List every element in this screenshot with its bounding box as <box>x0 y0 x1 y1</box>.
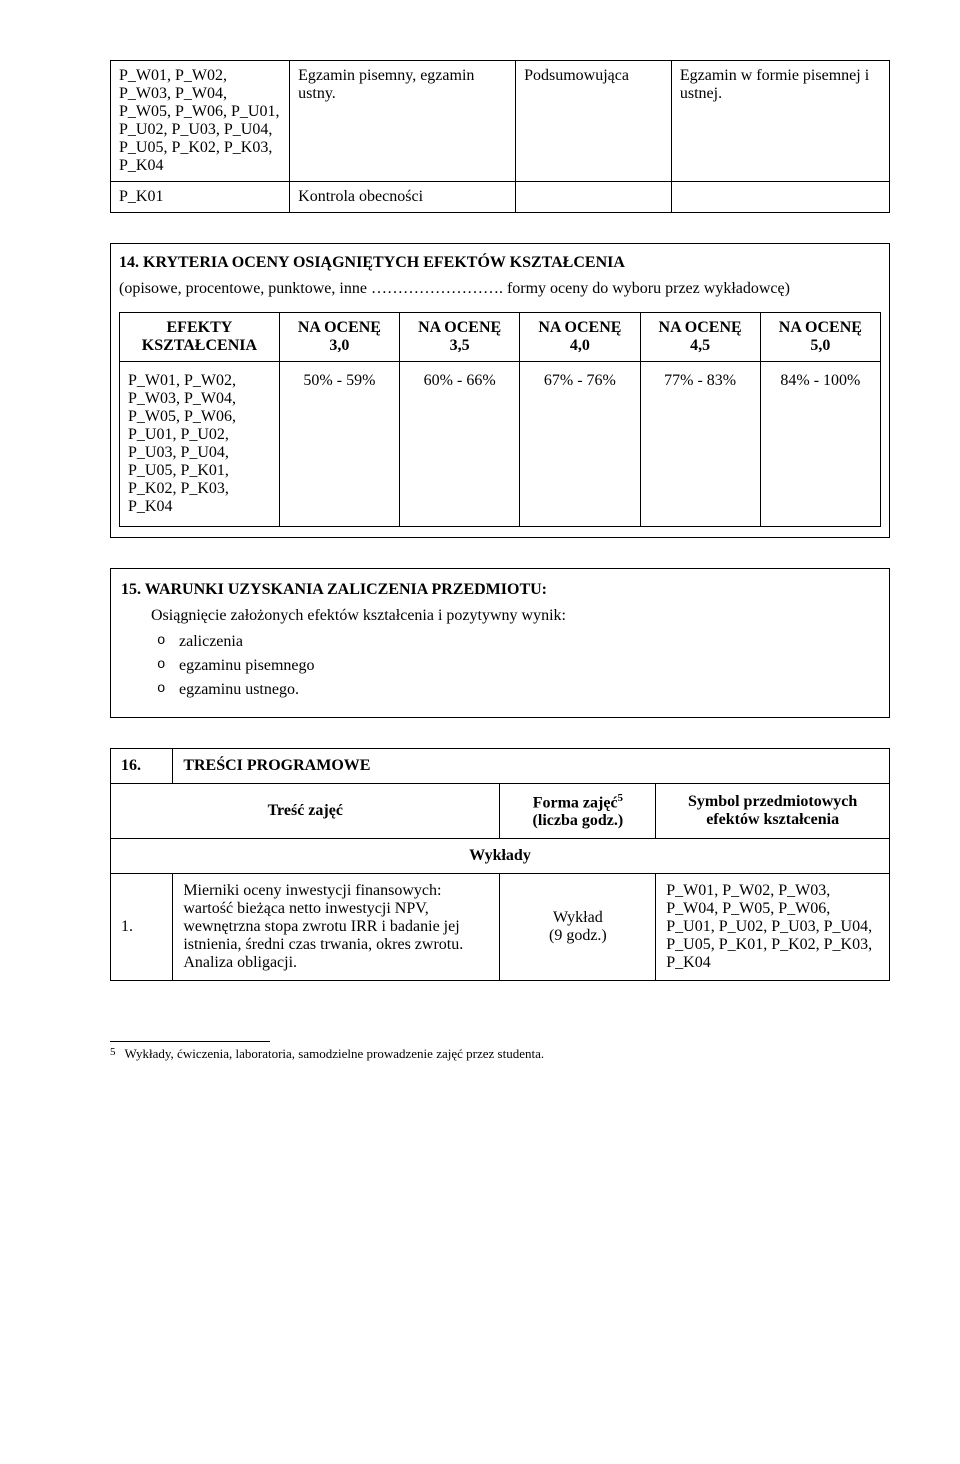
footnote: 5 Wykłady, ćwiczenia, laboratoria, samod… <box>110 1046 890 1062</box>
grading-header-row: EFEKTY KSZTAŁCENIA NA OCENĘ 3,0 NA OCENĘ… <box>120 313 881 362</box>
program-content-table: 16. TREŚCI PROGRAMOWE Treść zajęć Forma … <box>110 748 890 981</box>
section-14-cell: 14. KRYTERIA OCENY OSIĄGNIĘTYCH EFEKTÓW … <box>111 244 890 538</box>
cell-empty <box>671 182 889 213</box>
grading-header: NA OCENĘ 5,0 <box>760 313 880 362</box>
cell-codes: P_K01 <box>111 182 290 213</box>
section-15-intro: Osiągnięcie założonych efektów kształcen… <box>151 607 879 625</box>
section-15-title: 15. WARUNKI UZYSKANIA ZALICZENIA PRZEDMI… <box>121 581 879 599</box>
form-header-text-a: Forma zajęć <box>533 794 618 811</box>
grading-data-row: P_W01, P_W02, P_W03, P_W04, P_W05, P_W06… <box>120 362 881 527</box>
list-item: egzaminu ustnego. <box>151 681 879 699</box>
cell-exam-type: Kontrola obecności <box>290 182 516 213</box>
conditions-list: zaliczenia egzaminu pisemnego egzaminu u… <box>151 633 879 699</box>
table-row: 16. TREŚCI PROGRAMOWE <box>111 749 890 784</box>
section-16-title: TREŚCI PROGRAMOWE <box>173 749 890 784</box>
grading-range-cell: 60% - 66% <box>400 362 520 527</box>
program-subheader-row: Wykłady <box>111 839 890 874</box>
criteria-section-table: 14. KRYTERIA OCENY OSIĄGNIĘTYCH EFEKTÓW … <box>110 243 890 538</box>
program-header-row: Treść zajęć Forma zajęć5 (liczba godz.) … <box>111 784 890 839</box>
cell-empty <box>516 182 672 213</box>
list-item: zaliczenia <box>151 633 879 651</box>
form-header-text-b: (liczba godz.) <box>533 812 624 829</box>
program-row-content: Mierniki oceny inwestycji finansowych: w… <box>173 874 500 981</box>
program-header-symbol: Symbol przedmiotowych efektów kształceni… <box>656 784 890 839</box>
program-subheader: Wykłady <box>111 839 890 874</box>
grading-header: EFEKTY KSZTAŁCENIA <box>120 313 280 362</box>
program-header-content: Treść zajęć <box>111 784 500 839</box>
section-14-subtitle: (opisowe, procentowe, punktowe, inne ………… <box>119 280 881 298</box>
grading-effects-cell: P_W01, P_W02, P_W03, P_W04, P_W05, P_W06… <box>120 362 280 527</box>
section-16-num: 16. <box>111 749 173 784</box>
table-row: P_W01, P_W02, P_W03, P_W04, P_W05, P_W06… <box>111 61 890 182</box>
grading-range-cell: 67% - 76% <box>520 362 640 527</box>
program-data-row: 1. Mierniki oceny inwestycji finansowych… <box>111 874 890 981</box>
footnote-number: 5 <box>110 1046 116 1058</box>
grading-range-cell: 84% - 100% <box>760 362 880 527</box>
list-item: egzaminu pisemnego <box>151 657 879 675</box>
program-row-form: Wykład (9 godz.) <box>500 874 656 981</box>
cell-category: Podsumowująca <box>516 61 672 182</box>
grading-header: NA OCENĘ 4,0 <box>520 313 640 362</box>
assessment-table: P_W01, P_W02, P_W03, P_W04, P_W05, P_W06… <box>110 60 890 213</box>
program-header-form: Forma zajęć5 (liczba godz.) <box>500 784 656 839</box>
footnote-divider <box>110 1041 270 1042</box>
cell-exam-type: Egzamin pisemny, egzamin ustny. <box>290 61 516 182</box>
section-14-title: 14. KRYTERIA OCENY OSIĄGNIĘTYCH EFEKTÓW … <box>119 254 881 272</box>
section-15-cell: 15. WARUNKI UZYSKANIA ZALICZENIA PRZEDMI… <box>111 569 890 718</box>
conditions-table: 15. WARUNKI UZYSKANIA ZALICZENIA PRZEDMI… <box>110 568 890 718</box>
footnote-text: Wykłady, ćwiczenia, laboratoria, samodzi… <box>125 1046 545 1061</box>
table-row: 14. KRYTERIA OCENY OSIĄGNIĘTYCH EFEKTÓW … <box>111 244 890 538</box>
grading-range-cell: 77% - 83% <box>640 362 760 527</box>
form-header-sup: 5 <box>618 792 624 804</box>
grading-table: EFEKTY KSZTAŁCENIA NA OCENĘ 3,0 NA OCENĘ… <box>119 312 881 527</box>
program-row-num: 1. <box>111 874 173 981</box>
grading-header: NA OCENĘ 3,0 <box>279 313 399 362</box>
cell-codes: P_W01, P_W02, P_W03, P_W04, P_W05, P_W06… <box>111 61 290 182</box>
table-row: 15. WARUNKI UZYSKANIA ZALICZENIA PRZEDMI… <box>111 569 890 718</box>
grading-header: NA OCENĘ 3,5 <box>400 313 520 362</box>
cell-form: Egzamin w formie pisemnej i ustnej. <box>671 61 889 182</box>
grading-header: NA OCENĘ 4,5 <box>640 313 760 362</box>
table-row: P_K01 Kontrola obecności <box>111 182 890 213</box>
grading-range-cell: 50% - 59% <box>279 362 399 527</box>
program-row-symbols: P_W01, P_W02, P_W03, P_W04, P_W05, P_W06… <box>656 874 890 981</box>
